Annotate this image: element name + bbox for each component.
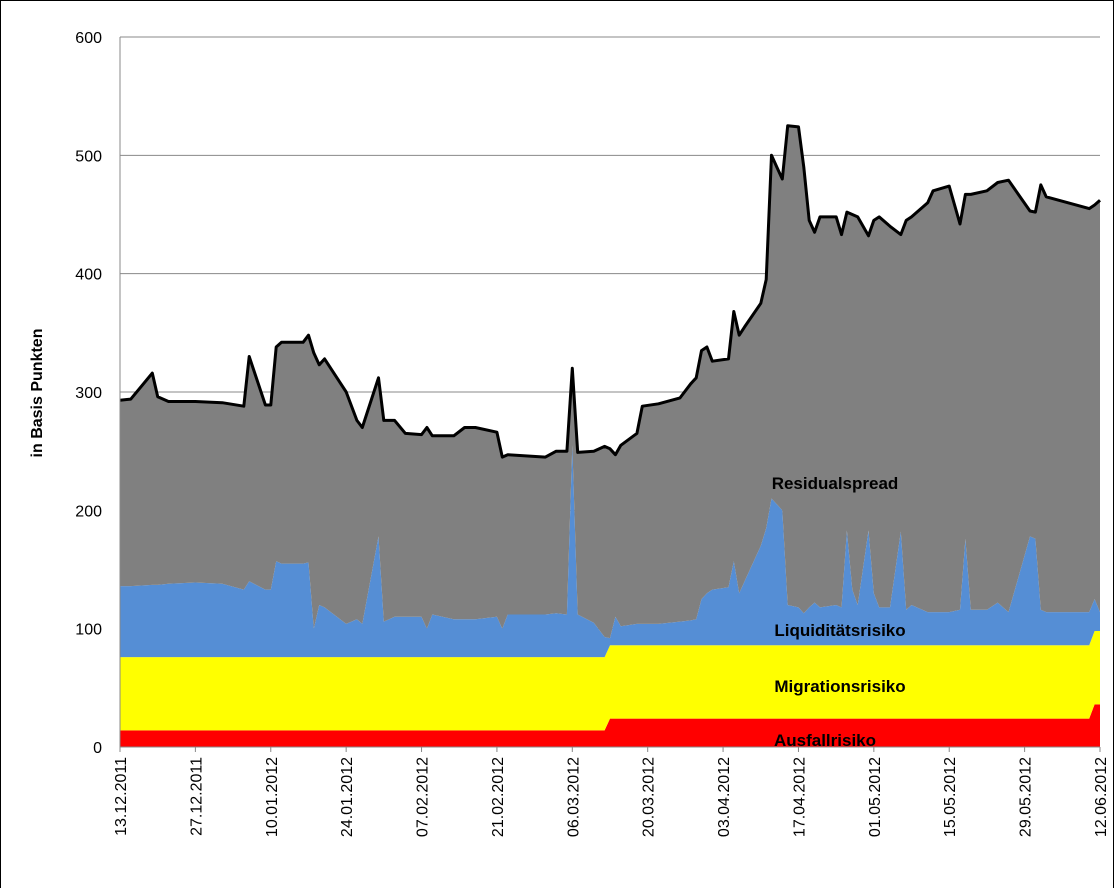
y-tick-label: 600 (75, 30, 102, 47)
y-tick-label: 200 (75, 503, 102, 520)
series-label: Residualspread (772, 474, 899, 493)
x-tick-label: 03.04.2012 (716, 757, 733, 837)
x-tick-label: 15.05.2012 (942, 757, 959, 837)
x-tick-label: 21.02.2012 (490, 757, 507, 837)
area (120, 445, 1100, 658)
y-tick-label: 300 (75, 385, 102, 402)
x-tick-label: 07.02.2012 (415, 757, 432, 837)
y-tick-label: 500 (75, 148, 102, 165)
x-tick-label: 17.04.2012 (791, 757, 808, 837)
series-label: Liquiditätsrisiko (774, 621, 905, 640)
series-label: Ausfallrisiko (774, 731, 876, 750)
outline (119, 124, 1101, 459)
y-tick-label: 400 (75, 267, 102, 284)
area (120, 631, 1100, 731)
x-tick-label: 12.06.2012 (1093, 757, 1110, 837)
x-tick-label: 20.03.2012 (641, 757, 658, 837)
x-tick-label: 29.05.2012 (1018, 757, 1035, 837)
y-axis-label: in Basis Punkten (29, 329, 46, 458)
area (120, 125, 1100, 639)
x-tick-label: 06.03.2012 (565, 757, 582, 837)
x-tick-label: 24.01.2012 (339, 757, 356, 837)
x-tick-label: 27.12.2011 (188, 757, 205, 836)
x-tick-label: 10.01.2012 (264, 757, 281, 837)
y-tick-label: 100 (75, 622, 102, 639)
x-tick-label: 13.12.2011 (113, 757, 130, 836)
area (120, 704, 1100, 747)
y-tick-label: 0 (93, 740, 102, 757)
x-tick-label: 01.05.2012 (867, 757, 884, 837)
series-label: Migrationsrisiko (774, 677, 905, 696)
